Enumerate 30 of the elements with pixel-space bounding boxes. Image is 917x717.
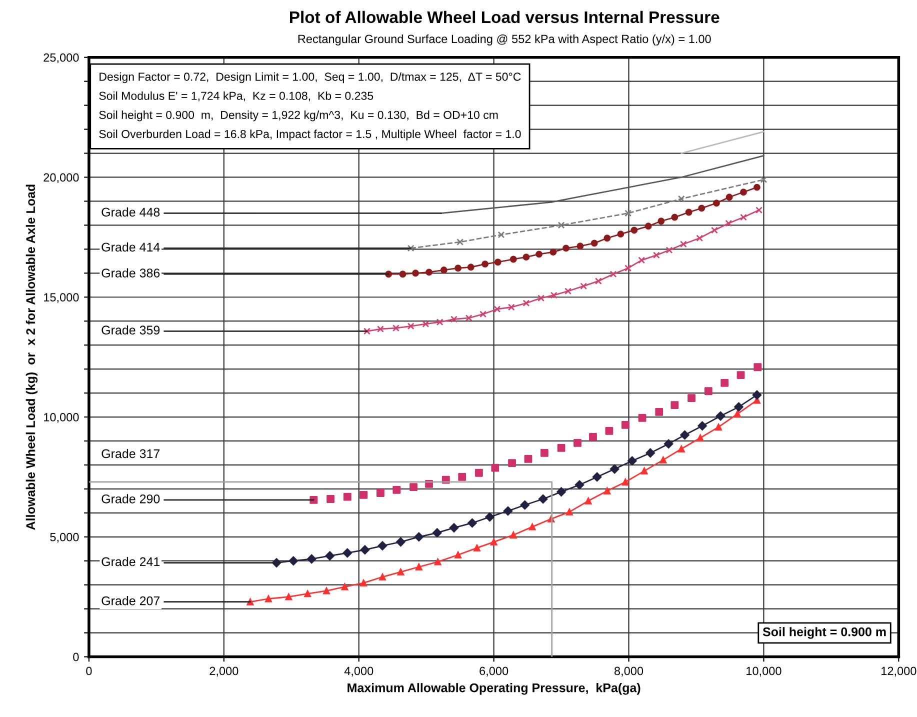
x-axis-title: Maximum Allowable Operating Pressure, kPa(ga) bbox=[348, 683, 640, 695]
x-tick-label: 8,000 bbox=[614, 666, 644, 677]
annotation: Grade 317 bbox=[102, 448, 160, 458]
y-tick-label: 5,000 bbox=[50, 532, 79, 543]
x-tick-label: 6,000 bbox=[480, 666, 508, 677]
x-tick-label: 4,000 bbox=[344, 666, 374, 677]
y-tick-label: 10,000 bbox=[44, 413, 79, 423]
annotation: Grade 207 bbox=[102, 596, 160, 606]
annotation: Grade 414 bbox=[102, 242, 160, 252]
annotation: Soil Overburden Load = 16.8 kPa, Impact factor = 1.5 , Multiple Wheel factor = 1.0 bbox=[99, 130, 521, 140]
x-tick-label: 10,000 bbox=[746, 666, 782, 677]
annotation: Grade 448 bbox=[102, 207, 160, 217]
annotation: Grade 359 bbox=[102, 325, 160, 335]
annotation: Soil height = 0.900 m, Density = 1,922 kg/m^3, Ku = 0.130, Bd = OD+10 cm bbox=[99, 110, 498, 122]
y-tick-label: 20,000 bbox=[44, 173, 79, 184]
y-axis-title: Allowable Wheel Load (kg) or x 2 for Allowable Axle Load bbox=[26, 184, 38, 530]
chart-title: Plot of Allowable Wheel Load versus Internal Pressure bbox=[290, 10, 720, 24]
y-tick-label: 25,000 bbox=[44, 53, 79, 64]
annotation: Soil height = 0.900 m bbox=[762, 627, 886, 639]
y-tick-label: 15,000 bbox=[44, 293, 79, 303]
y-tick-label: 0 bbox=[73, 652, 79, 662]
annotation: Grade 386 bbox=[102, 268, 160, 278]
annotation: Grade 241 bbox=[102, 556, 160, 566]
x-tick-label: 2,000 bbox=[210, 666, 238, 677]
annotation: Grade 290 bbox=[102, 494, 160, 504]
annotation: Soil Modulus E' = 1,724 kPa, Kz = 0.108, Kb = 0.235 bbox=[99, 91, 374, 102]
annotation: Design Factor = 0.72, Design Limit = 1.00, Seq = 1.00, D/tmax = 125, ΔT = 50°C bbox=[100, 72, 521, 84]
chart-subtitle: Rectangular Ground Surface Loading @ 552 kPa with Aspect Ratio (y/x) = 1.00 bbox=[298, 34, 711, 46]
x-tick-label: 12,000 bbox=[882, 666, 916, 677]
x-tick-label: 0 bbox=[86, 666, 92, 676]
